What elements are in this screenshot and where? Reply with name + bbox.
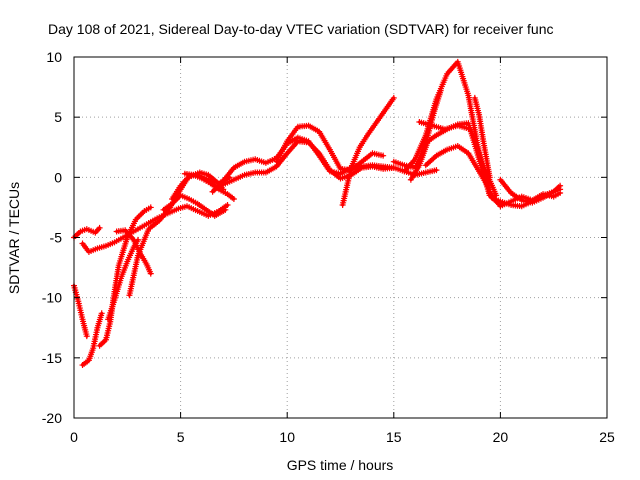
- data-point: [98, 310, 105, 317]
- data-point: [390, 94, 397, 101]
- x-tick-label: 0: [70, 429, 78, 445]
- x-tick-label: 5: [177, 429, 185, 445]
- data-point: [147, 270, 154, 277]
- data-point: [147, 204, 154, 211]
- x-axis-label: GPS time / hours: [287, 457, 394, 473]
- y-tick-label: -20: [42, 410, 62, 426]
- series-arc20: [422, 143, 493, 193]
- series-arc13: [220, 138, 397, 188]
- series-arc14: [273, 122, 387, 174]
- series-arc21: [471, 94, 493, 181]
- series-arc24: [488, 186, 564, 210]
- x-tick-label: 10: [279, 429, 295, 445]
- data-point: [96, 224, 103, 231]
- series-arc7: [113, 227, 154, 277]
- data-point: [224, 202, 231, 209]
- data-point: [230, 195, 237, 202]
- grid: [74, 57, 607, 418]
- series-arc3: [71, 282, 90, 340]
- y-tick-labels: -20 -15 -10 -5 0 5 10: [42, 49, 62, 426]
- x-tick-label: 25: [599, 429, 615, 445]
- y-tick-label: 0: [54, 169, 62, 185]
- chart-title: Day 108 of 2021, Sidereal Day-to-day VTE…: [48, 21, 554, 37]
- series-arc1: [71, 224, 103, 241]
- data-point: [390, 164, 397, 171]
- x-tick-labels: 0 5 10 15 20 25: [70, 429, 615, 445]
- series-arc18: [407, 120, 504, 209]
- plot-frame: [73, 56, 608, 419]
- y-tick-label: -5: [50, 230, 63, 246]
- data-point: [380, 152, 387, 159]
- data-point: [486, 174, 493, 181]
- series-arc15: [339, 94, 397, 209]
- data-series: [71, 58, 564, 369]
- series-arc9: [160, 192, 229, 219]
- axis-ticks: [73, 56, 608, 419]
- x-tick-label: 20: [493, 429, 509, 445]
- series-arc5: [96, 204, 154, 349]
- data-point: [83, 333, 90, 340]
- y-tick-label: 10: [46, 49, 62, 65]
- y-tick-label: -10: [42, 290, 62, 306]
- y-tick-label: 5: [54, 109, 62, 125]
- x-tick-label: 15: [386, 429, 402, 445]
- series-arc11: [181, 170, 237, 202]
- data-point: [222, 206, 229, 213]
- series-arc4: [79, 310, 105, 369]
- data-point: [433, 167, 440, 174]
- y-axis-label: SDTVAR / TECUs: [6, 182, 22, 294]
- series-line: [341, 96, 396, 207]
- y-tick-label: -15: [42, 350, 62, 366]
- data-point: [557, 186, 564, 193]
